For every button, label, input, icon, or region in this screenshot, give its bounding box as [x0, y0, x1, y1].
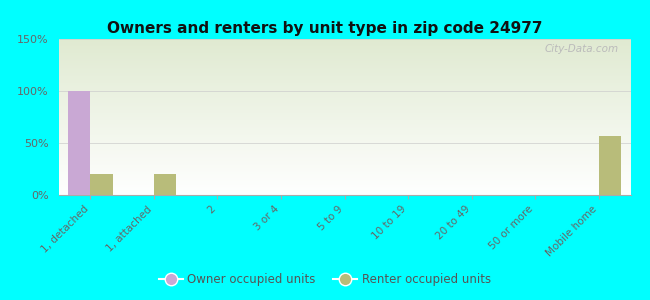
Text: Owners and renters by unit type in zip code 24977: Owners and renters by unit type in zip c…: [107, 21, 543, 36]
Text: City-Data.com: City-Data.com: [545, 44, 619, 54]
Bar: [68, 91, 90, 195]
Bar: [154, 174, 176, 195]
Bar: [90, 174, 112, 195]
Bar: [599, 136, 621, 195]
Legend: Owner occupied units, Renter occupied units: Owner occupied units, Renter occupied un…: [154, 269, 496, 291]
